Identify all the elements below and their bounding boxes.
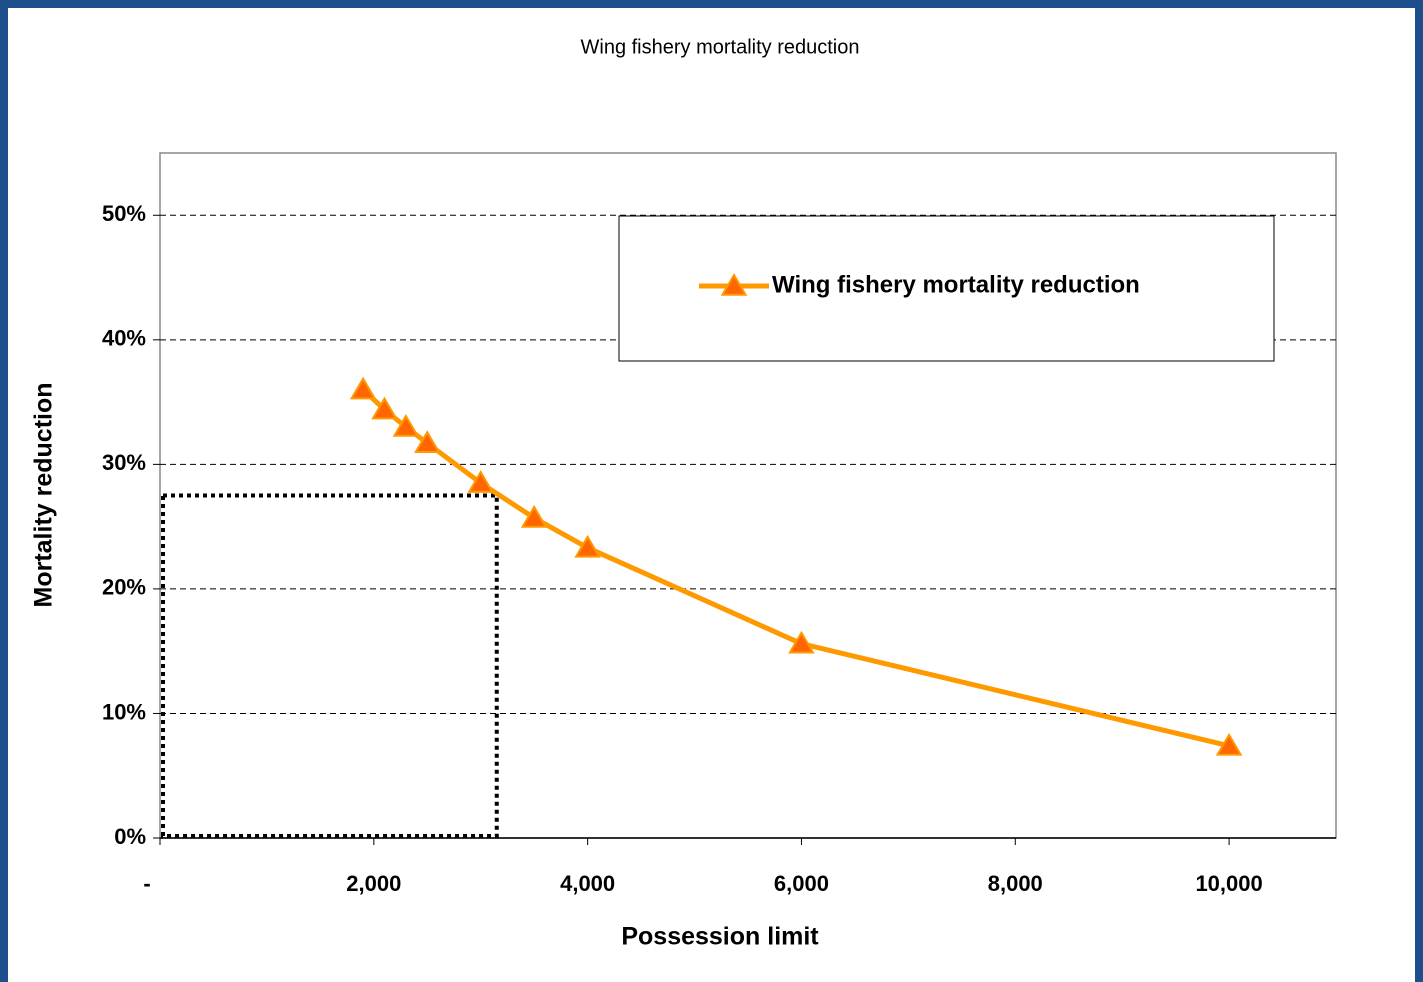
marker — [467, 470, 495, 493]
y-tick-label: 30% — [102, 450, 146, 475]
highlight-box — [161, 493, 499, 838]
x-axis-label: Possession limit — [621, 923, 819, 951]
y-tick-label: 40% — [102, 326, 146, 351]
x-tick-label: - — [143, 871, 150, 896]
marker — [574, 534, 601, 558]
legend-label: Wing fishery mortality reduction — [772, 271, 1140, 298]
marker — [788, 630, 815, 654]
y-axis-label: Mortality reduction — [30, 382, 58, 607]
x-tick-label: 2,000 — [346, 871, 401, 896]
marker — [1215, 732, 1243, 756]
marker — [371, 396, 398, 420]
y-tick-label: 50% — [102, 201, 146, 226]
marker — [413, 430, 441, 453]
x-tick-label: 10,000 — [1195, 871, 1262, 896]
marker — [520, 504, 548, 528]
legend-marker — [720, 273, 748, 296]
chart-title: Wing fishery mortality reduction — [581, 36, 860, 58]
marker — [392, 414, 420, 437]
chart-area — [8, 8, 1415, 982]
x-tick-label: 4,000 — [560, 871, 615, 896]
y-tick-label: 10% — [102, 699, 146, 724]
x-tick-label: 6,000 — [774, 871, 829, 896]
legend: Wing fishery mortality reduction — [618, 215, 1275, 362]
x-tick-label: 8,000 — [988, 871, 1043, 896]
marker — [349, 376, 377, 400]
y-tick-label: 20% — [102, 575, 146, 600]
y-tick-label: 0% — [114, 824, 146, 849]
